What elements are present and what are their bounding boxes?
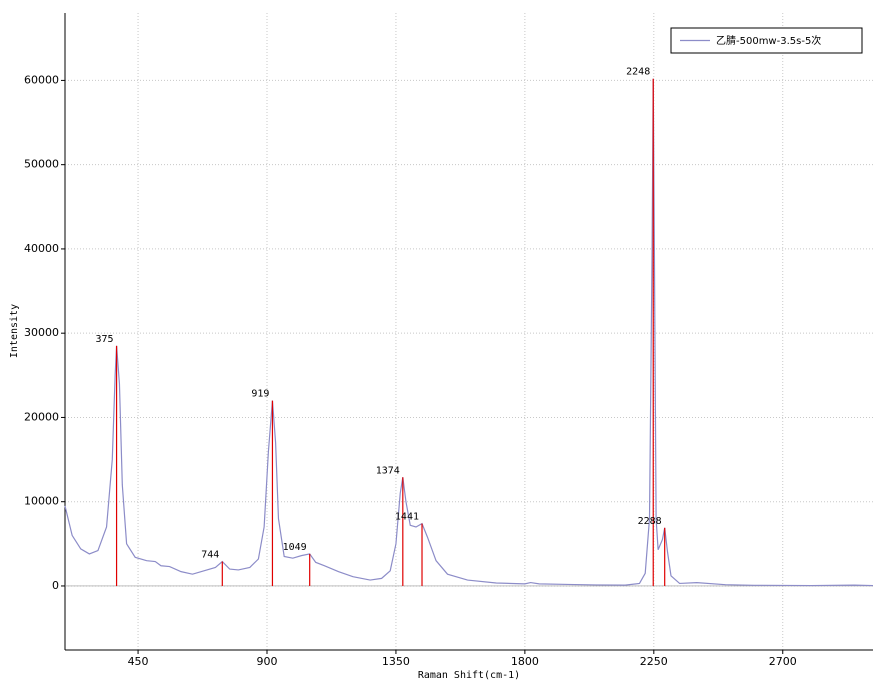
peak-label: 1441 [395, 512, 419, 523]
peak-label: 1374 [376, 465, 400, 476]
y-tick-label: 60000 [24, 73, 59, 86]
y-axis-label: Intensity [9, 304, 20, 358]
y-tick-label: 50000 [24, 158, 59, 171]
x-tick-label: 450 [128, 655, 149, 668]
y-tick-label: 20000 [24, 410, 59, 423]
x-tick-label: 900 [257, 655, 278, 668]
peak-label: 375 [96, 334, 114, 345]
peak-label: 2288 [638, 516, 662, 527]
y-tick-label: 30000 [24, 326, 59, 339]
x-tick-label: 2250 [640, 655, 668, 668]
y-tick-label: 10000 [24, 495, 59, 508]
peak-label: 2248 [626, 67, 650, 78]
y-tick-label: 40000 [24, 242, 59, 255]
x-axis-label: Raman Shift(cm-1) [418, 670, 520, 681]
x-tick-label: 1800 [511, 655, 539, 668]
y-tick-label: 0 [52, 579, 59, 592]
x-tick-label: 1350 [382, 655, 410, 668]
legend-label: 乙腈-500mw-3.5s-5次 [716, 34, 821, 47]
x-tick-label: 2700 [769, 655, 797, 668]
peak-label: 1049 [283, 542, 307, 553]
peak-label: 919 [251, 389, 269, 400]
peak-label: 744 [201, 550, 219, 561]
spectrum-line [64, 78, 874, 587]
